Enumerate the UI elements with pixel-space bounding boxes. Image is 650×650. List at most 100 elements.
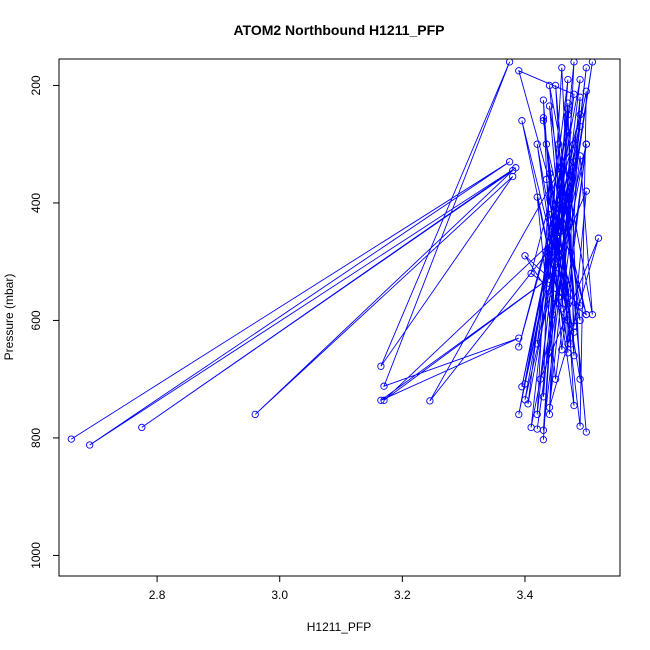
data-point: [570, 328, 578, 336]
y-tick-label: 400: [29, 193, 43, 213]
data-point: [576, 422, 584, 430]
data-point: [545, 410, 554, 419]
data-point: [377, 396, 385, 404]
data-point: [576, 75, 584, 84]
data-point: [380, 396, 388, 404]
data-point: [545, 81, 554, 90]
data-point: [576, 152, 584, 160]
y-tick-label: 600: [29, 310, 43, 330]
data-point: [570, 140, 578, 148]
data-point: [515, 334, 523, 342]
data-point: [533, 410, 541, 419]
data-point: [582, 310, 590, 319]
data-point: [582, 87, 590, 95]
data-point: [545, 169, 554, 178]
data-point: [533, 140, 541, 148]
data-point: [588, 59, 597, 66]
data-point: [527, 269, 535, 278]
data-point: [576, 302, 584, 310]
data-point: [582, 187, 590, 195]
data-point: [576, 316, 584, 325]
series-line: [71, 61, 599, 446]
data-point: [515, 343, 523, 351]
data-point: [564, 293, 572, 301]
data-point: [539, 114, 548, 122]
data-point: [582, 428, 590, 436]
data-point: [564, 99, 572, 107]
data-point: [539, 96, 548, 104]
x-tick-label: 3.4: [517, 588, 534, 602]
data-point: [558, 305, 566, 313]
data-point: [533, 340, 541, 348]
data-point: [539, 436, 548, 444]
data-point: [564, 316, 572, 325]
data-point: [548, 310, 557, 319]
data-point: [570, 90, 578, 98]
data-point: [555, 293, 563, 301]
data-point: [582, 64, 590, 72]
data-point: [545, 102, 554, 110]
data-point: [555, 205, 563, 213]
data-point: [555, 252, 563, 260]
data-point: [515, 410, 523, 419]
series-layer: [67, 59, 603, 449]
data-point: [86, 441, 94, 449]
data-point: [505, 158, 514, 166]
data-point: [558, 346, 566, 354]
y-axis-label: Pressure (mbar): [2, 274, 16, 361]
data-point: [521, 252, 529, 260]
data-point: [505, 59, 514, 66]
data-point: [558, 187, 566, 195]
data-point: [515, 67, 523, 75]
data-point: [551, 240, 560, 248]
data-point: [564, 111, 572, 119]
data-point: [548, 222, 557, 231]
data-point: [564, 105, 572, 113]
x-tick-label: 3.0: [271, 588, 288, 602]
data-point: [533, 193, 541, 201]
data-point: [576, 93, 584, 101]
data-point: [251, 410, 259, 419]
data-point: [570, 158, 578, 166]
data-point: [539, 393, 548, 401]
x-axis-label: H1211_PFP: [307, 620, 371, 634]
data-point: [551, 375, 560, 383]
data-point: [67, 435, 75, 443]
data-point: [138, 423, 146, 432]
data-point: [570, 401, 578, 410]
data-point: [567, 340, 575, 348]
data-point: [518, 117, 526, 125]
data-point: [564, 340, 572, 348]
data-point: [564, 222, 572, 231]
data-point: [555, 140, 563, 148]
data-point: [426, 397, 434, 405]
chart-title: ATOM2 Northbound H1211_PFP: [233, 22, 444, 38]
data-point: [536, 375, 544, 383]
data-point: [570, 164, 578, 172]
data-point: [570, 59, 578, 66]
plot-frame: [58, 58, 621, 577]
y-tick-label: 200: [29, 75, 43, 95]
x-tick-label: 3.2: [394, 588, 411, 602]
data-point: [509, 166, 517, 175]
x-tick-label: 2.8: [149, 588, 166, 602]
data-point: [558, 64, 566, 72]
data-point: [551, 246, 560, 254]
y-tick-label: 800: [29, 428, 43, 448]
data-point: [564, 128, 572, 137]
data-point: [570, 352, 578, 360]
data-point: [564, 349, 572, 357]
data-point: [576, 111, 584, 119]
x-axis: 2.8 3.0 3.2 3.4: [149, 576, 534, 602]
data-point: [558, 205, 566, 213]
data-point: [380, 382, 388, 390]
data-point: [545, 275, 554, 283]
data-point: [521, 380, 529, 388]
data-point: [377, 362, 385, 370]
data-point: [594, 234, 603, 242]
data-point: [545, 403, 554, 412]
data-point: [542, 175, 551, 184]
data-point: [524, 400, 532, 408]
data-point: [545, 211, 554, 219]
data-point: [539, 426, 548, 434]
